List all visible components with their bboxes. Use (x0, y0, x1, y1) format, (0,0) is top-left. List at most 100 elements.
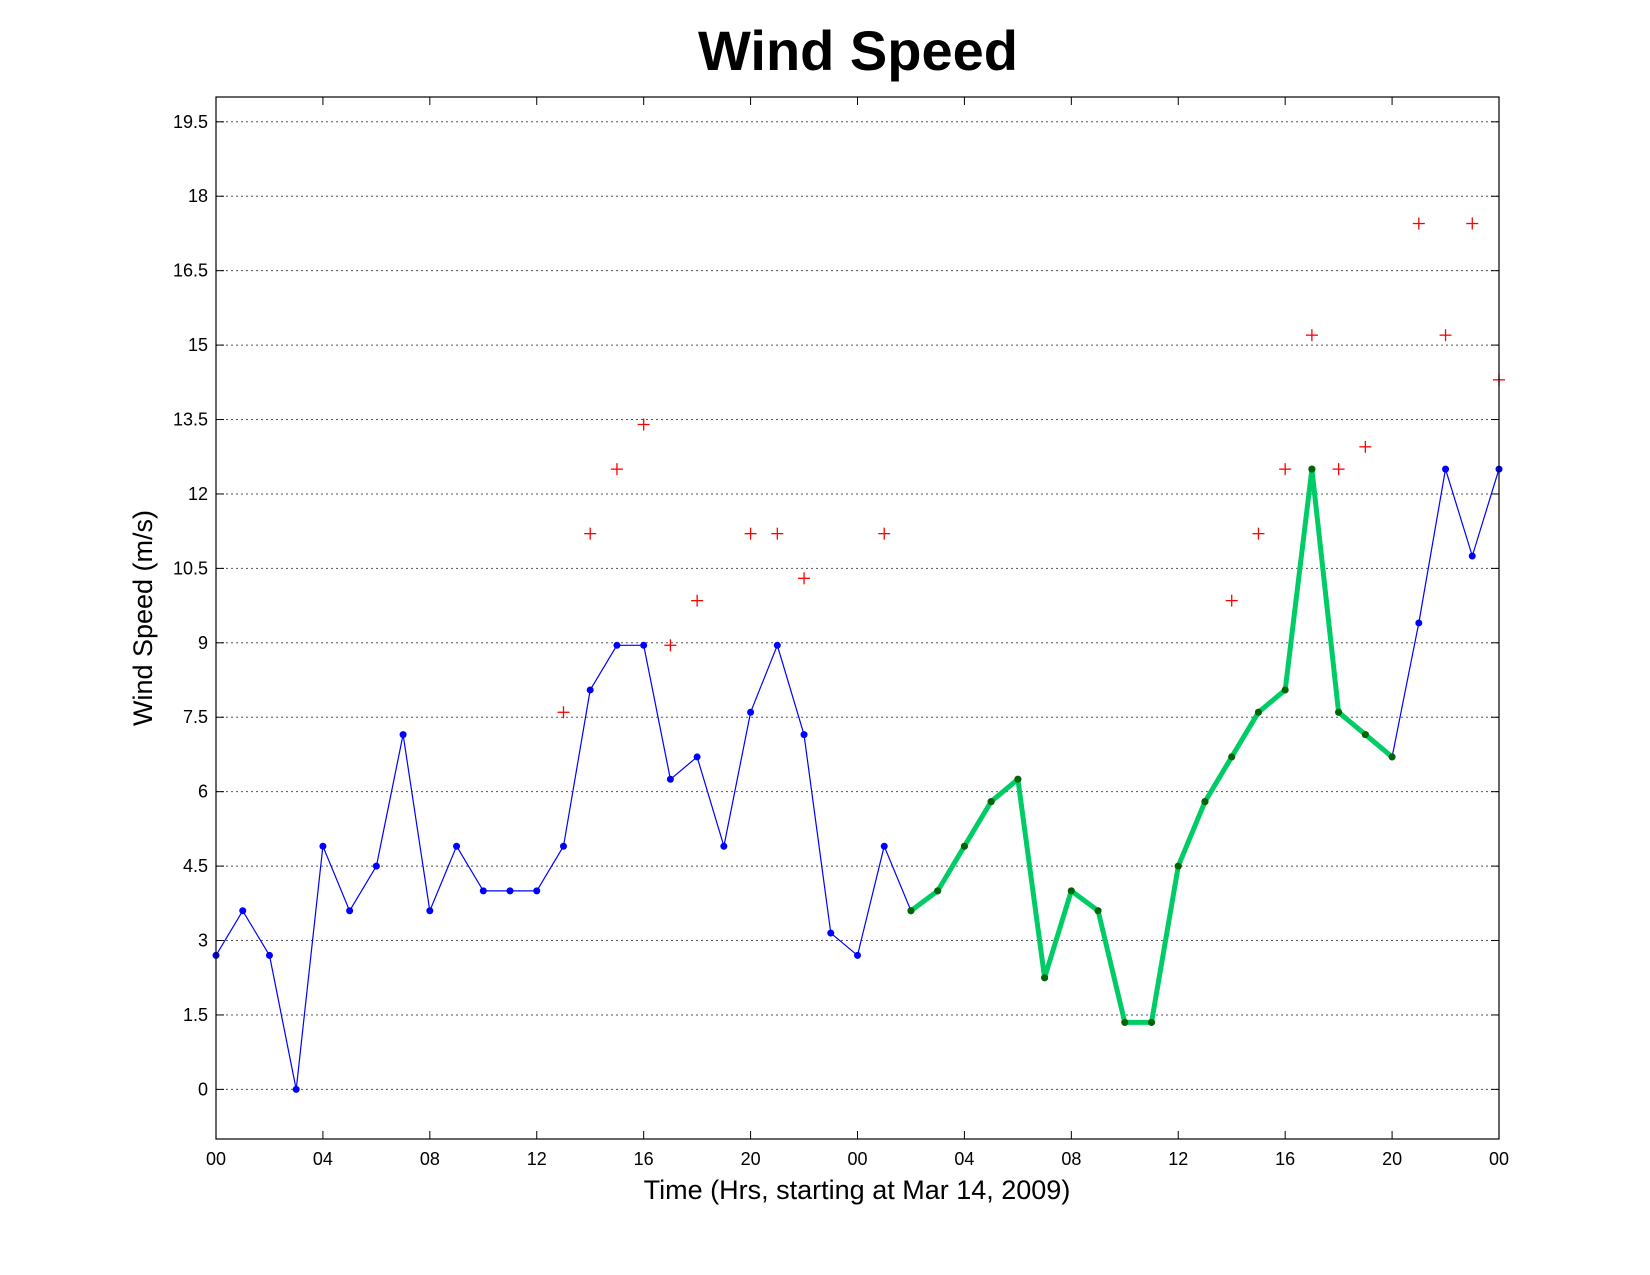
x-tick-label: 12 (527, 1149, 547, 1169)
data-point (1281, 686, 1289, 694)
data-point (800, 731, 808, 739)
x-tick-label: 12 (1168, 1149, 1188, 1169)
data-point (506, 887, 514, 895)
highlight-line (908, 466, 1395, 1025)
axis-ticks: 0 1.5 3 4.5 6 7.5 9 10.5 12 13.5 15 16.5 18 19.5 00 04 0… (173, 97, 1509, 1169)
data-point (1094, 907, 1102, 915)
series-thick-line (907, 465, 1396, 1026)
gust-marker (878, 527, 891, 540)
gust-marker (1279, 463, 1292, 476)
data-point (559, 842, 567, 850)
data-point (1442, 465, 1450, 473)
gust-marker (1439, 329, 1452, 342)
data-point (1361, 731, 1369, 739)
data-point (1014, 775, 1022, 783)
data-point (934, 887, 942, 895)
gust-marker (1359, 440, 1372, 453)
data-point (1254, 708, 1262, 716)
data-point (1067, 887, 1075, 895)
gust-marker (1466, 217, 1479, 230)
data-point (319, 842, 327, 850)
y-axis-label: Wind Speed (m/s) (128, 510, 158, 726)
data-point (640, 641, 648, 649)
data-point (1174, 862, 1182, 870)
y-tick-label: 15 (188, 335, 208, 355)
data-point (1228, 753, 1236, 761)
data-point (1121, 1018, 1129, 1026)
x-tick-label: 16 (634, 1149, 654, 1169)
data-point (987, 798, 995, 806)
data-point (453, 842, 461, 850)
data-point (265, 951, 273, 959)
data-point (239, 907, 247, 915)
gridlines (216, 121, 1499, 1090)
gust-marker (1332, 463, 1345, 476)
x-tick-label: 20 (741, 1149, 761, 1169)
y-tick-label: 0 (198, 1079, 208, 1099)
series-plus-markers (557, 217, 1505, 719)
data-point (479, 887, 487, 895)
wind-speed-line (215, 468, 1500, 1091)
data-point (613, 641, 621, 649)
data-point (1388, 753, 1396, 761)
gust-marker (1252, 527, 1265, 540)
data-point (1415, 619, 1423, 627)
x-tick-label: 08 (1061, 1149, 1081, 1169)
gust-marker (744, 527, 757, 540)
gust-marker (771, 527, 784, 540)
data-point (827, 929, 835, 937)
gust-marker (1225, 594, 1238, 607)
x-tick-label: 00 (847, 1149, 867, 1169)
data-point (372, 862, 380, 870)
y-tick-label: 1.5 (183, 1005, 208, 1025)
x-tick-label: 00 (206, 1149, 226, 1169)
y-tick-label: 16.5 (173, 261, 208, 281)
y-tick-label: 18 (188, 186, 208, 206)
gust-marker (691, 594, 704, 607)
data-point (666, 775, 674, 783)
plot-frame (215, 96, 1500, 1140)
x-tick-label: 00 (1489, 1149, 1509, 1169)
x-tick-label: 16 (1275, 1149, 1295, 1169)
gust-marker (637, 418, 650, 431)
gust-marker (1412, 217, 1425, 230)
y-tick-label: 9 (198, 633, 208, 653)
y-tick-label: 6 (198, 782, 208, 802)
plot-series (212, 217, 1505, 1093)
data-point (1148, 1018, 1156, 1026)
series-line-dots (212, 465, 1503, 1093)
gust-marker (584, 527, 597, 540)
y-tick-label: 3 (198, 931, 208, 951)
data-point (1041, 974, 1049, 982)
y-tick-label: 7.5 (183, 707, 208, 727)
data-point (773, 641, 781, 649)
data-point (880, 842, 888, 850)
gust-marker (798, 572, 811, 585)
x-axis-label: Time (Hrs, starting at Mar 14, 2009) (644, 1175, 1071, 1205)
data-point (399, 731, 407, 739)
data-point (426, 907, 434, 915)
data-point (747, 708, 755, 716)
data-point (346, 907, 354, 915)
gust-marker (610, 463, 623, 476)
gust-marker (1305, 329, 1318, 342)
gust-marker (557, 706, 570, 719)
y-tick-label: 12 (188, 484, 208, 504)
y-tick-label: 19.5 (173, 112, 208, 132)
y-tick-label: 10.5 (173, 558, 208, 578)
x-tick-label: 04 (954, 1149, 974, 1169)
y-tick-label: 13.5 (173, 410, 208, 430)
data-point (533, 887, 541, 895)
data-point (1468, 552, 1476, 560)
x-tick-label: 08 (420, 1149, 440, 1169)
gust-marker (664, 639, 677, 652)
data-point (960, 842, 968, 850)
x-tick-label: 04 (313, 1149, 333, 1169)
chart-title: Wind Speed (698, 19, 1018, 82)
data-point (693, 753, 701, 761)
data-point (854, 951, 861, 959)
data-point (1201, 798, 1209, 806)
data-point (907, 907, 915, 915)
x-tick-label: 20 (1382, 1149, 1402, 1169)
